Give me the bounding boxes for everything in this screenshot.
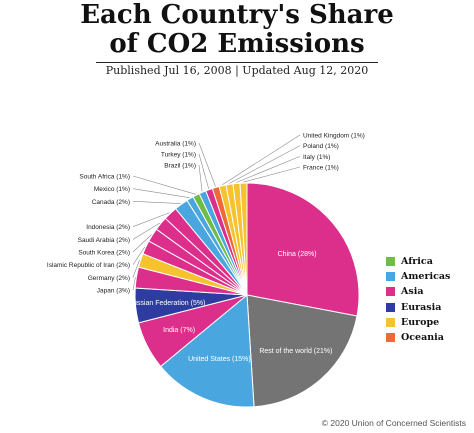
legend-item-eurasia: Eurasia: [386, 300, 450, 315]
pie-slice-china: [246, 182, 360, 317]
leader-line-brazil: [198, 164, 203, 192]
leader-line-south-africa: [132, 175, 196, 195]
data-label-russian-federation: Russian Federation (5%): [128, 300, 205, 307]
legend: Africa Americas Asia Eurasia Europe Oceania: [386, 254, 450, 345]
data-label-australia: Australia (1%): [155, 141, 196, 148]
legend-label: Oceania: [401, 332, 444, 344]
data-label-germany: Germany (2%): [88, 275, 130, 282]
legend-item-asia: Asia: [386, 284, 450, 299]
data-label-italy: Italy (1%): [303, 154, 330, 161]
publish-date: Published Jul 16, 2008 | Updated Aug 12,…: [105, 64, 369, 77]
data-label-islamic-republic-of-iran: Islamic Republic of Iran (2%): [47, 262, 130, 269]
leader-line-mexico: [132, 188, 190, 198]
legend-item-oceania: Oceania: [386, 330, 450, 345]
data-label-mexico: Mexico (1%): [94, 186, 130, 193]
legend-label: Eurasia: [401, 301, 442, 313]
data-label-united-kingdom: United Kingdom (1%): [303, 133, 365, 140]
leader-line-south-korea: [132, 234, 152, 253]
title-line-2: of CO2 Emissions: [109, 29, 365, 59]
legend-swatch: [386, 333, 395, 343]
leader-line-japan: [132, 277, 136, 291]
title-line-1: Each Country's Share: [80, 0, 394, 30]
leader-line-germany: [132, 259, 140, 278]
copyright-notice: © 2020 Union of Concerned Scientists: [321, 418, 466, 428]
pie-slice-united-states: [159, 293, 255, 408]
leader-line-poland: [229, 145, 301, 184]
legend-label: Americas: [401, 271, 451, 283]
legend-swatch: [386, 272, 395, 282]
legend-label: Europe: [401, 316, 440, 328]
leader-line-turkey: [198, 153, 209, 189]
data-label-rest-of-the-world: Rest of the world (21%): [259, 348, 332, 355]
legend-item-europe: Europe: [386, 315, 450, 330]
data-label-india: India (7%): [163, 327, 195, 334]
legend-label: Africa: [401, 256, 433, 268]
pie-slice-france: [239, 182, 248, 296]
leader-line-islamic-republic-of-iran: [132, 246, 146, 265]
data-label-brazil: Brazil (1%): [164, 163, 196, 170]
legend-label: Asia: [401, 286, 424, 298]
legend-swatch: [386, 317, 395, 327]
legend-item-americas: Americas: [386, 269, 450, 284]
leader-line-australia: [198, 142, 216, 187]
data-label-canada: Canada (2%): [92, 199, 130, 206]
legend-swatch: [386, 287, 395, 297]
leader-line-indonesia: [132, 212, 170, 227]
data-label-china: China (28%): [278, 251, 317, 258]
leader-line-france: [243, 166, 301, 183]
data-label-saudi-arabia: Saudi Arabia (2%): [78, 237, 130, 244]
data-label-south-korea: South Korea (2%): [78, 250, 130, 257]
legend-item-africa: Africa: [386, 254, 450, 269]
pie-slice-rest-of-the-world: [246, 294, 358, 408]
leader-line-saudi-arabia: [132, 222, 161, 240]
legend-swatch: [386, 257, 395, 267]
data-label-japan: Japan (3%): [97, 288, 130, 295]
data-label-poland: Poland (1%): [303, 143, 339, 150]
data-label-south-africa: South Africa (1%): [79, 174, 130, 181]
chart-title: Each Country's Share of CO2 Emissions: [0, 1, 474, 59]
data-label-france: France (1%): [303, 165, 339, 172]
title-divider: [96, 62, 378, 63]
leader-line-canada: [132, 201, 181, 204]
legend-swatch: [386, 302, 395, 312]
leader-line-united-kingdom: [222, 134, 301, 185]
data-label-indonesia: Indonesia (2%): [86, 224, 130, 231]
data-label-united-states: United States (15%): [188, 356, 251, 363]
data-label-turkey: Turkey (1%): [161, 152, 196, 159]
leader-line-italy: [236, 156, 301, 183]
